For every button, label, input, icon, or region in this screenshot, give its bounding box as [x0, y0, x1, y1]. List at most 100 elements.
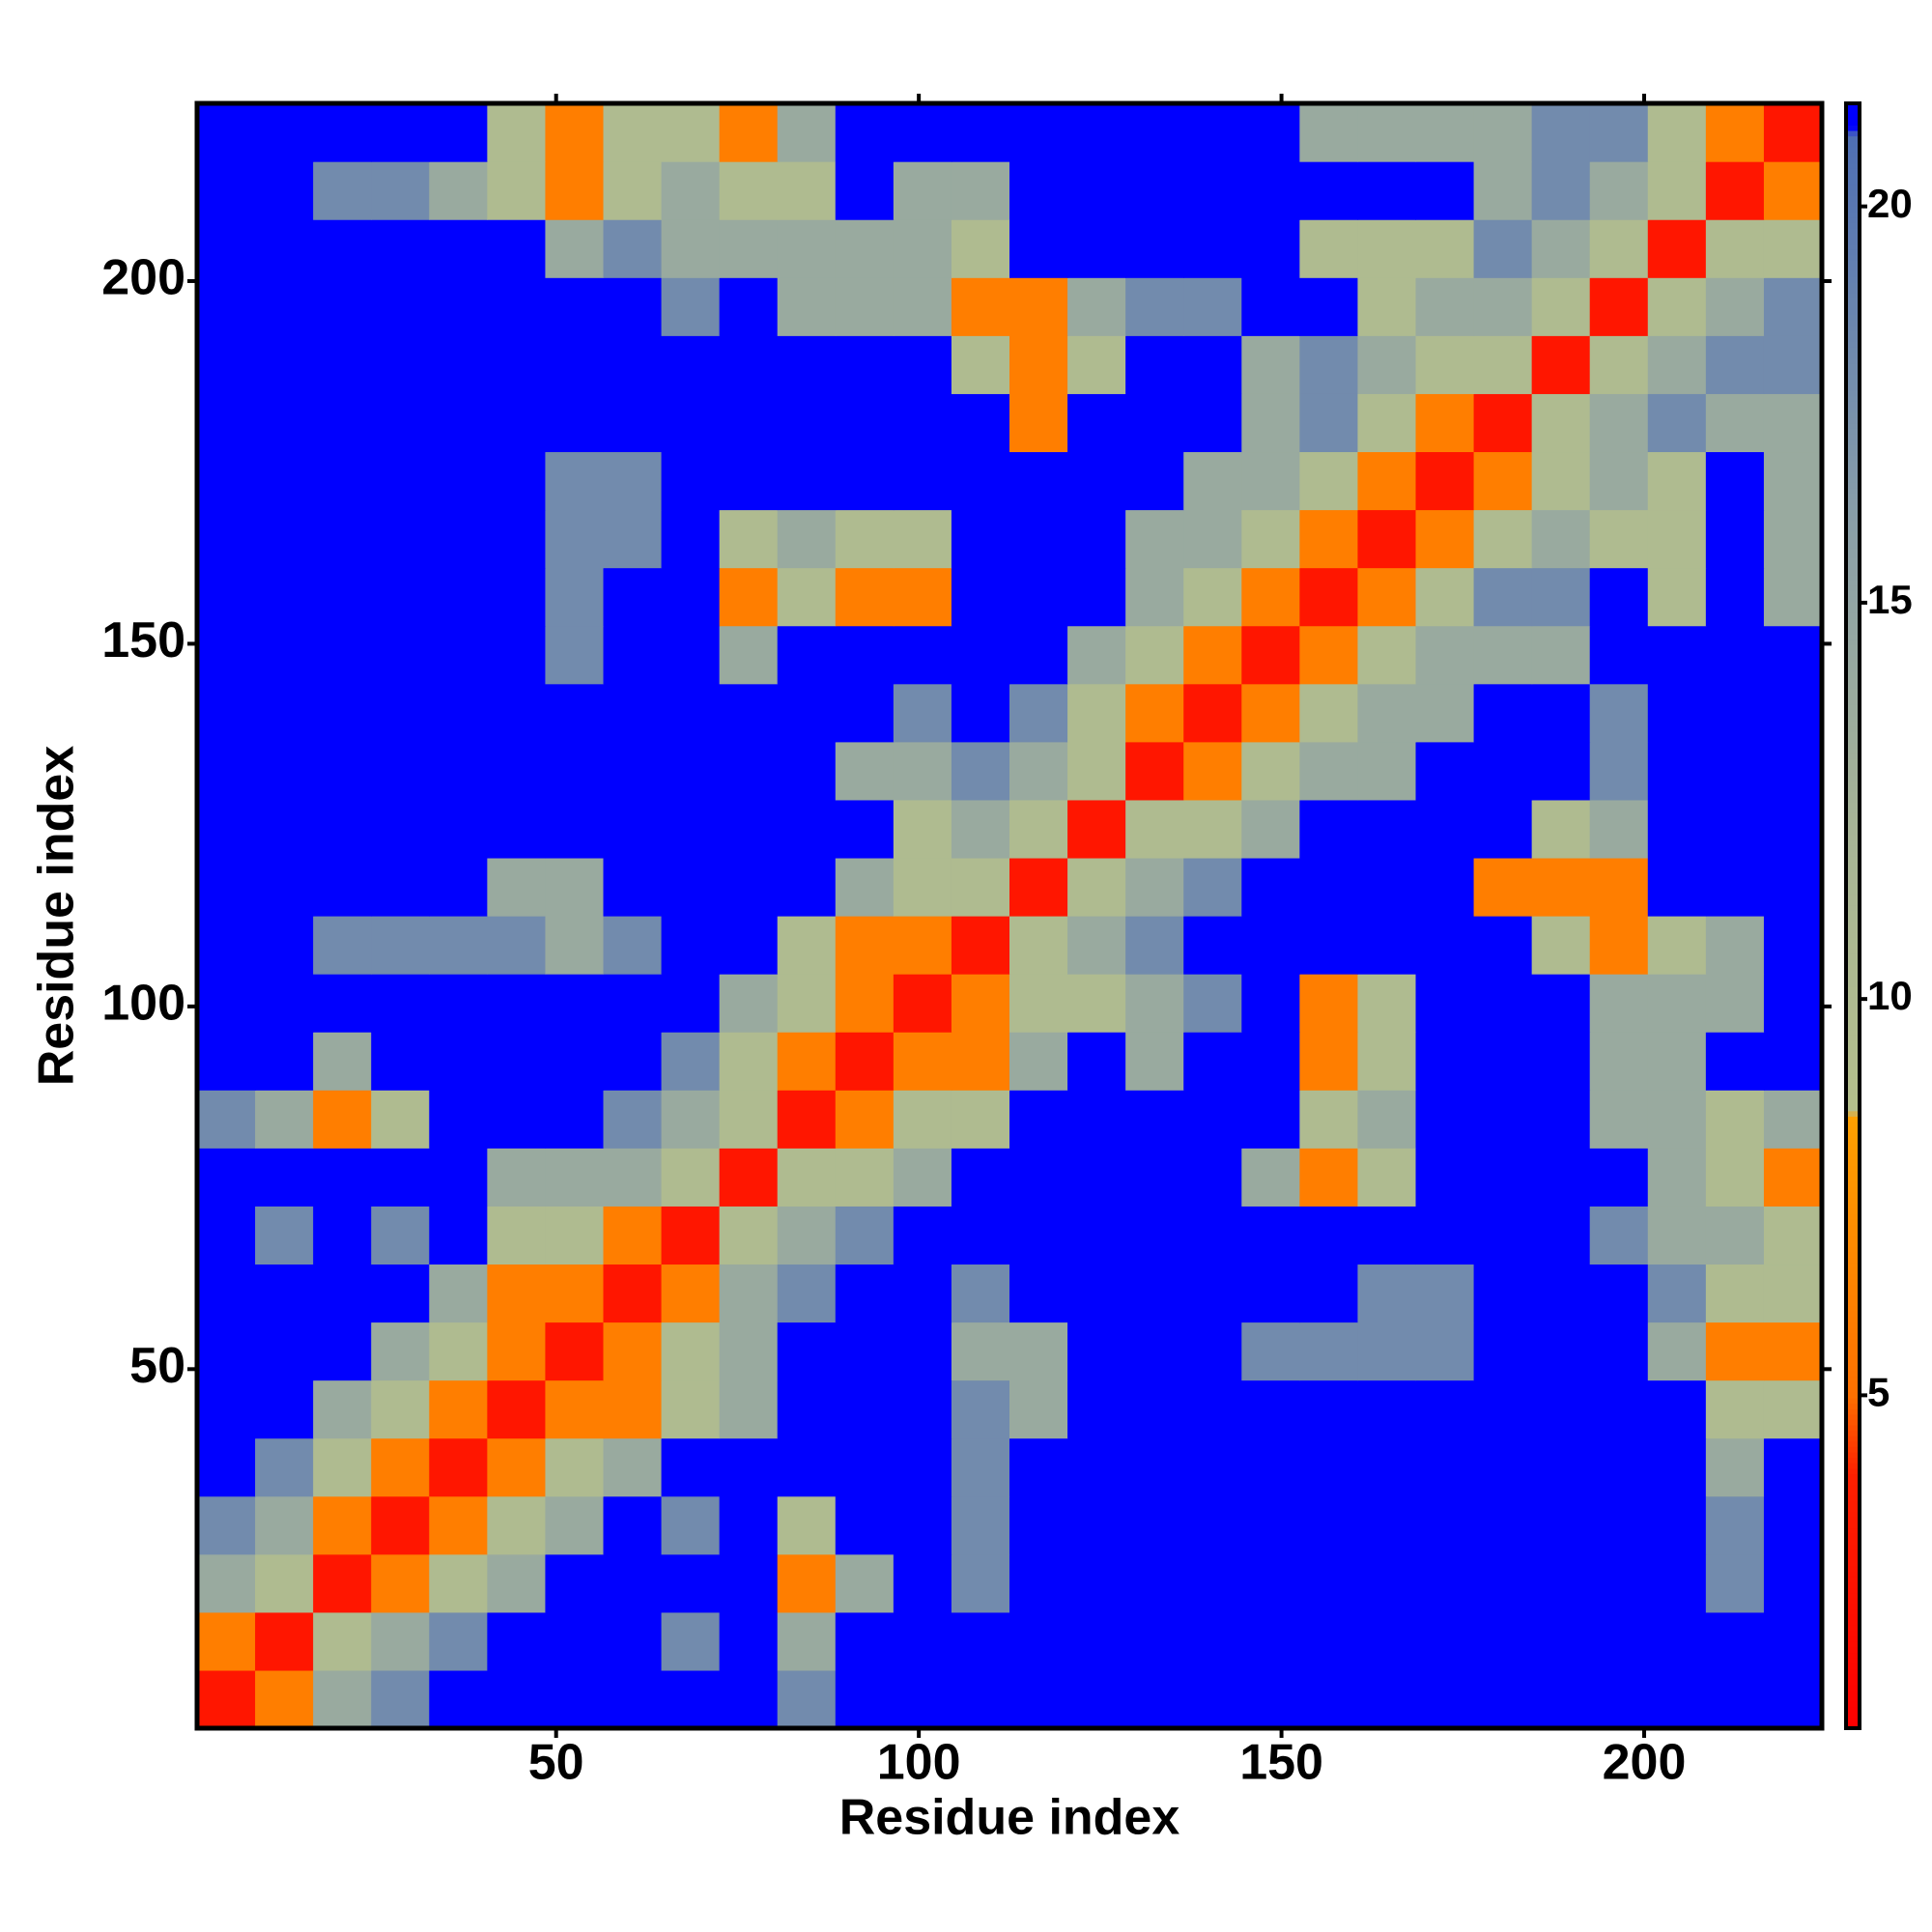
- heatmap-cell: [1009, 974, 1068, 1033]
- heatmap-cell: [1241, 451, 1300, 511]
- heatmap-cell: [951, 625, 1010, 685]
- heatmap-cell: [1763, 1090, 1823, 1149]
- heatmap-cell: [1067, 857, 1126, 917]
- heatmap-cell: [835, 799, 895, 859]
- heatmap-cell: [1241, 1090, 1300, 1149]
- heatmap-cell: [371, 683, 430, 743]
- colorbar-step: [1846, 721, 1860, 727]
- heatmap-cell: [487, 1611, 547, 1671]
- heatmap-cell: [1647, 1148, 1707, 1207]
- heatmap-cell: [487, 219, 547, 278]
- heatmap-cell: [1183, 1553, 1242, 1613]
- heatmap-cell: [371, 277, 430, 336]
- colorbar-step: [1846, 185, 1860, 191]
- heatmap-cell: [1067, 1437, 1126, 1497]
- heatmap-cell: [603, 799, 663, 859]
- heatmap-cell: [313, 974, 372, 1033]
- heatmap-cell: [1183, 451, 1242, 511]
- colorbar-step: [1846, 239, 1860, 245]
- heatmap-cell: [777, 625, 837, 685]
- heatmap-cell: [487, 799, 547, 859]
- colorbar-step: [1846, 926, 1860, 933]
- heatmap-cell: [313, 799, 372, 859]
- colorbar-step: [1846, 791, 1860, 798]
- heatmap-cell: [371, 1148, 430, 1207]
- colorbar-step: [1846, 704, 1860, 711]
- heatmap-cell: [951, 161, 1010, 220]
- colorbar-step: [1846, 877, 1860, 884]
- heatmap-cell: [1647, 1206, 1707, 1265]
- colorbar-step: [1846, 1452, 1860, 1459]
- heatmap-cell: [603, 1611, 663, 1671]
- heatmap-cell: [545, 1206, 605, 1265]
- heatmap-cell: [951, 277, 1010, 336]
- heatmap-cell: [777, 974, 837, 1033]
- heatmap-cell: [835, 1437, 895, 1497]
- heatmap-cell: [719, 219, 779, 278]
- colorbar-step: [1846, 1587, 1860, 1594]
- heatmap-cell: [777, 1264, 837, 1323]
- heatmap-cell: [1241, 567, 1300, 627]
- colorbar-step: [1846, 823, 1860, 830]
- heatmap-cell: [1473, 741, 1533, 801]
- heatmap-cell: [1067, 509, 1126, 569]
- colorbar-step: [1846, 725, 1860, 732]
- colorbar-step: [1846, 975, 1860, 981]
- colorbar-step: [1846, 1717, 1860, 1723]
- heatmap-cell: [603, 857, 663, 917]
- heatmap-cell: [1647, 1264, 1707, 1323]
- heatmap-cell: [1473, 1090, 1533, 1149]
- heatmap-cell: [1299, 1437, 1359, 1497]
- colorbar-step: [1846, 1548, 1860, 1556]
- heatmap-cell: [1705, 799, 1765, 859]
- colorbar-step: [1846, 1099, 1860, 1106]
- heatmap-cell: [1125, 1553, 1184, 1613]
- colorbar-tick-label: 5: [1867, 1369, 1889, 1414]
- colorbar-step: [1846, 916, 1860, 923]
- heatmap-cell: [835, 683, 895, 743]
- heatmap-cell: [1763, 1379, 1823, 1439]
- colorbar-step: [1846, 829, 1860, 836]
- heatmap-cell: [893, 974, 952, 1033]
- heatmap-cell: [951, 1379, 1010, 1439]
- colorbar-step: [1846, 1425, 1860, 1432]
- heatmap-cell: [1473, 1264, 1533, 1323]
- heatmap-cell: [487, 1090, 547, 1149]
- heatmap-cell: [1473, 683, 1533, 743]
- heatmap-cell: [1357, 393, 1417, 453]
- heatmap-cell: [545, 1495, 605, 1555]
- heatmap-cell: [1415, 335, 1475, 394]
- heatmap-cell: [1299, 1264, 1359, 1323]
- heatmap-cell: [719, 277, 779, 336]
- colorbar-step: [1846, 222, 1860, 229]
- heatmap-cell: [1183, 857, 1242, 917]
- heatmap-cell: [1647, 683, 1707, 743]
- heatmap-cell: [1009, 567, 1068, 627]
- heatmap-cell: [719, 1148, 779, 1207]
- heatmap-cell: [719, 1669, 779, 1729]
- heatmap-cell: [603, 1669, 663, 1729]
- colorbar-step: [1846, 536, 1860, 543]
- heatmap-cell: [255, 1379, 314, 1439]
- colorbar-step: [1846, 1604, 1860, 1610]
- heatmap-cell: [1357, 799, 1417, 859]
- heatmap-cell: [429, 1090, 488, 1149]
- colorbar-step: [1846, 195, 1860, 202]
- heatmap-cell: [1009, 857, 1068, 917]
- heatmap-cell: [1357, 567, 1417, 627]
- heatmap-cell: [371, 393, 430, 453]
- heatmap-cell: [429, 103, 488, 162]
- heatmap-cell: [1067, 1669, 1126, 1729]
- colorbar-step: [1846, 807, 1860, 813]
- heatmap-cell: [313, 625, 372, 685]
- heatmap-cell: [835, 1206, 895, 1265]
- colorbar-step: [1846, 1457, 1860, 1463]
- colorbar-step: [1846, 320, 1860, 327]
- heatmap-cell: [1299, 219, 1359, 278]
- heatmap-cell: [1299, 1321, 1359, 1381]
- colorbar-step: [1846, 352, 1860, 359]
- heatmap-cell: [1589, 393, 1649, 453]
- heatmap-cell: [1531, 916, 1591, 975]
- colorbar-step: [1846, 1110, 1860, 1117]
